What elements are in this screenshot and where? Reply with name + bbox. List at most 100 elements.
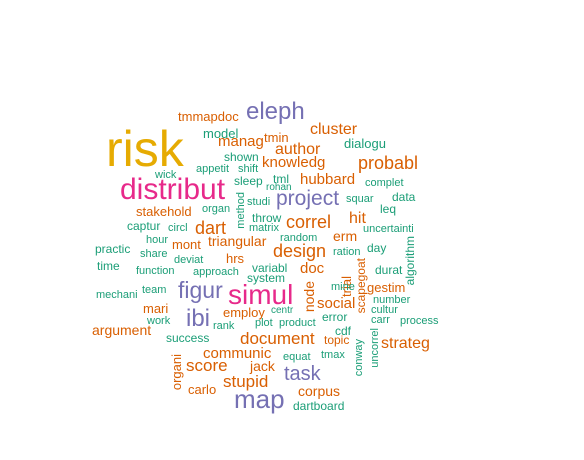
word-erm: erm — [333, 228, 358, 244]
word-data: data — [392, 190, 416, 204]
word-simul: simul — [228, 279, 294, 310]
word-matrix: matrix — [249, 222, 279, 234]
word-tmmapdoc: tmmapdoc — [178, 109, 239, 124]
word-practic: practic — [95, 242, 131, 256]
word-hit: hit — [349, 210, 366, 227]
word-topic: topic — [324, 333, 350, 347]
word-carr: carr — [371, 314, 390, 326]
word-wick: wick — [155, 169, 177, 181]
word-work: work — [147, 315, 171, 327]
word-method: method — [235, 192, 247, 229]
word-team: team — [142, 284, 167, 296]
word-leq: leq — [380, 202, 397, 216]
word-cultur: cultur — [371, 304, 398, 316]
word-tmin: tmin — [264, 130, 289, 145]
word-model: model — [203, 126, 239, 141]
word-equat: equat — [283, 351, 311, 363]
word-carlo: carlo — [188, 382, 217, 397]
word-argument: argument — [92, 322, 152, 338]
word-deviat: deviat — [174, 254, 204, 266]
word-ibi: ibi — [186, 305, 211, 332]
word-task: task — [284, 363, 321, 385]
word-studi: studi — [247, 196, 271, 208]
word-hubbard: hubbard — [300, 171, 356, 188]
word-dartboard: dartboard — [293, 399, 345, 413]
word-durat: durat — [375, 263, 403, 277]
word-doc: doc — [300, 260, 325, 277]
word-knowledg: knowledg — [262, 154, 326, 171]
word-corpus: corpus — [298, 383, 341, 399]
word-shift: shift — [238, 163, 259, 175]
word-mari: mari — [143, 301, 169, 316]
word-scapegoat: scapegoat — [354, 258, 368, 314]
word-sleep: sleep — [234, 174, 263, 188]
word-author: author — [275, 141, 321, 158]
word-correl: correl — [286, 212, 332, 232]
word-social: social — [317, 295, 356, 312]
word-document: document — [240, 329, 315, 348]
word-dialogu: dialogu — [344, 136, 386, 151]
word-mechani: mechani — [96, 289, 138, 301]
word-triangular: triangular — [208, 233, 267, 249]
word-complet: complet — [365, 177, 404, 189]
word-ration: ration — [333, 246, 361, 258]
word-design: design — [273, 241, 327, 261]
word-system: system — [247, 271, 286, 285]
word-plot: plot — [255, 317, 273, 329]
word-error: error — [322, 310, 348, 324]
word-organ: organ — [202, 203, 231, 215]
word-conway: conway — [353, 339, 365, 377]
word-rank: rank — [213, 320, 235, 332]
word-shown: shown — [224, 150, 259, 164]
word-score: score — [186, 356, 228, 375]
word-success: success — [166, 331, 210, 345]
word-jack: jack — [250, 358, 275, 374]
word-product: product — [279, 317, 316, 329]
word-probabl: probabl — [358, 153, 419, 173]
word-day: day — [367, 241, 387, 255]
word-captur: captur — [127, 219, 161, 233]
word-node: node — [301, 281, 317, 313]
word-rohan: rohan — [266, 182, 292, 193]
word-employ: employ — [223, 305, 265, 320]
word-dart: dart — [195, 218, 227, 238]
word-centr: centr — [271, 305, 294, 316]
word-hrs: hrs — [226, 251, 245, 266]
word-appetit: appetit — [196, 163, 230, 175]
word-gestim: gestim — [367, 280, 406, 295]
word-tml: tml — [273, 172, 289, 186]
word-function: function — [136, 265, 175, 277]
word-mont: mont — [172, 237, 201, 252]
word-organi: organi — [169, 354, 184, 391]
word-random: random — [280, 232, 318, 244]
word-strateg: strateg — [381, 335, 430, 352]
word-risk: risk — [106, 121, 184, 177]
word-uncertainti: uncertainti — [363, 223, 414, 235]
word-time: time — [97, 259, 120, 273]
word-map: map — [234, 384, 285, 414]
word-process: process — [400, 315, 439, 327]
word-eleph: eleph — [246, 98, 305, 125]
word-variabl: variabl — [252, 261, 288, 275]
word-figur: figur — [178, 277, 223, 303]
word-project: project — [276, 187, 340, 210]
word-number: number — [373, 294, 411, 306]
word-mine: mine — [331, 281, 355, 293]
word-cdf: cdf — [335, 324, 352, 338]
word-squar: squar — [346, 193, 374, 205]
word-algorithm: algorithm — [403, 236, 417, 286]
word-cluster: cluster — [310, 121, 358, 138]
word-stakehold: stakehold — [136, 204, 192, 219]
word-communic: communic — [203, 345, 272, 362]
word-circl: circl — [168, 222, 188, 234]
word-uncorrel: uncorrel — [369, 328, 381, 368]
word-tmax: tmax — [321, 349, 345, 361]
word-share: share — [140, 248, 168, 260]
word-stupid: stupid — [223, 372, 269, 391]
word-manag: manag — [218, 133, 264, 150]
word-approach: approach — [193, 266, 239, 278]
word-hour: hour — [146, 234, 169, 246]
word-distribut: distribut — [120, 173, 226, 206]
word-throw: throw — [252, 211, 282, 225]
